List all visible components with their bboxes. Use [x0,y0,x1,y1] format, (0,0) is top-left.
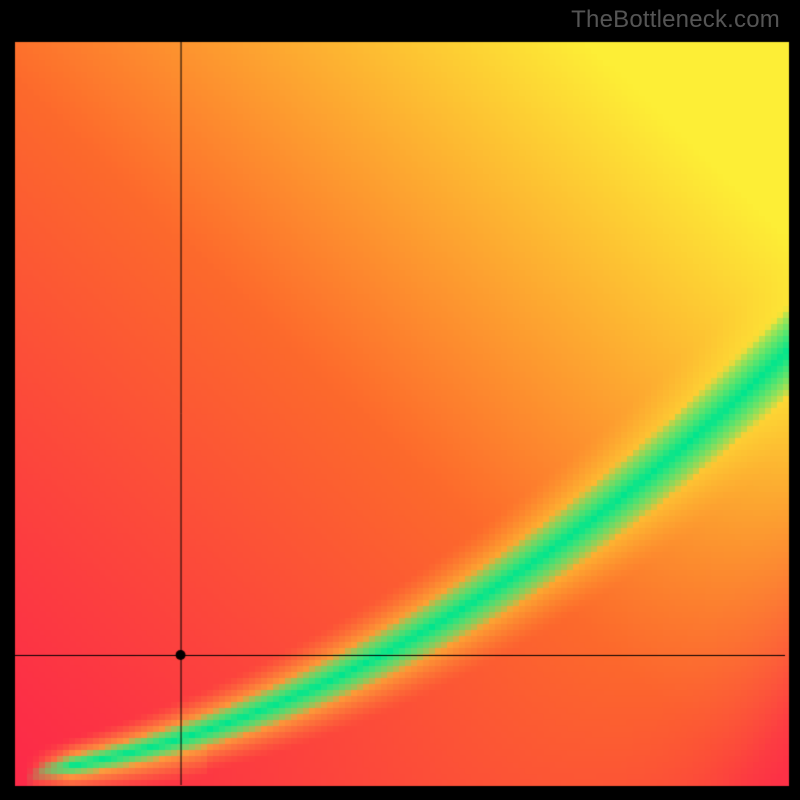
chart-container: TheBottleneck.com [0,0,800,800]
watermark-text: TheBottleneck.com [571,6,780,34]
bottleneck-heatmap [0,0,800,800]
